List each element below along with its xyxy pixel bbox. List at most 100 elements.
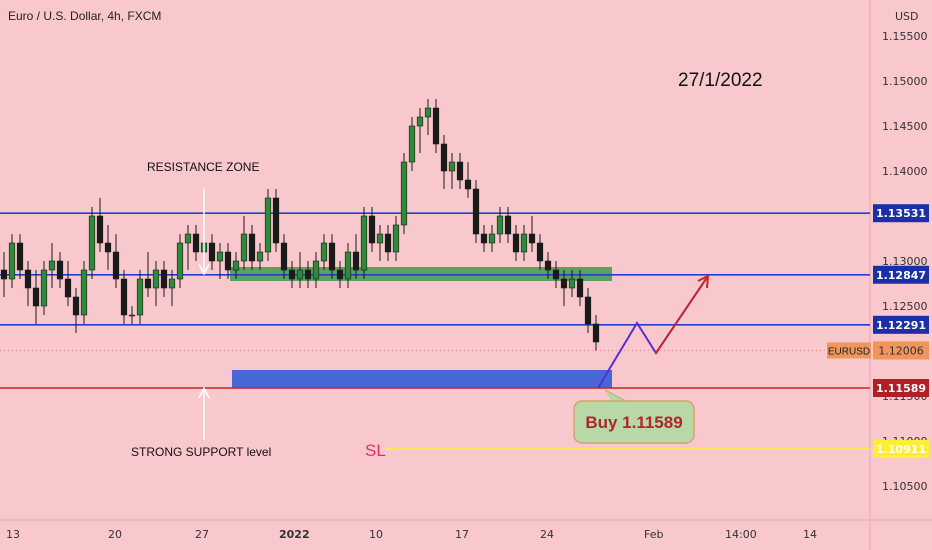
candle [112, 234, 120, 288]
candle [520, 225, 528, 261]
candle [248, 225, 256, 270]
level-badge-text: 1.13531 [876, 207, 926, 220]
candle [384, 225, 392, 261]
candle [72, 288, 80, 333]
candle [64, 261, 72, 306]
candle [584, 288, 592, 333]
x-tick-label: 2022 [279, 528, 310, 541]
candle [128, 306, 136, 324]
arrow-head-icon [697, 274, 710, 289]
x-tick-label: Feb [644, 528, 663, 541]
candle [568, 270, 576, 297]
x-tick-label: 13 [6, 528, 20, 541]
candle [136, 270, 144, 324]
buy-callout[interactable] [573, 400, 695, 444]
y-tick-label: 1.14000 [882, 165, 928, 178]
candle [392, 216, 400, 261]
candle [528, 216, 536, 252]
symbol-badge [827, 342, 871, 359]
candle [120, 270, 128, 324]
candle [104, 225, 112, 270]
candle [56, 252, 64, 288]
currency-label: USD [895, 10, 919, 23]
candle [344, 243, 352, 288]
y-tick-label: 1.15500 [882, 30, 928, 43]
candle [552, 261, 560, 288]
candle [480, 225, 488, 252]
candle [16, 234, 24, 279]
candle [560, 270, 568, 306]
resistance-zone-label: RESISTANCE ZONE [147, 160, 259, 174]
candle [424, 99, 432, 135]
support-level-label: STRONG SUPPORT level [131, 445, 271, 459]
candle [256, 243, 264, 270]
candle [328, 234, 336, 279]
candle [48, 243, 56, 288]
candle [512, 225, 520, 261]
x-tick-label: 27 [195, 528, 209, 541]
candle [0, 252, 8, 297]
candle [592, 315, 600, 351]
candle [304, 261, 312, 288]
current-price-badge [873, 341, 929, 360]
x-tick-label: 17 [455, 528, 469, 541]
candle [88, 207, 96, 279]
candle [176, 234, 184, 288]
x-tick-label: 14:00 [725, 528, 757, 541]
candle [536, 234, 544, 270]
support-zone-box[interactable] [232, 370, 612, 388]
y-tick-label: 1.14500 [882, 120, 928, 133]
symbol-badge-text: EURUSD [828, 346, 870, 357]
level-badge-strong-support [873, 378, 929, 397]
candle [144, 252, 152, 297]
candle [24, 261, 32, 306]
x-axis-ticks: 13 20 27 2022 10 17 24 Feb 14:00 14 [6, 528, 817, 541]
date-annotation: 27/1/2022 [678, 70, 763, 91]
y-tick-label: 1.10500 [882, 480, 928, 493]
candle [152, 261, 160, 306]
candle [288, 261, 296, 288]
buy-callout-text: Buy 1.11589 [585, 413, 682, 432]
candle [440, 135, 448, 189]
chart-title: Euro / U.S. Dollar, 4h, FXCM [8, 9, 161, 23]
candle [400, 153, 408, 234]
candle [368, 207, 376, 252]
candle [216, 243, 224, 279]
candle [264, 189, 272, 261]
candle [544, 252, 552, 279]
candle [240, 216, 248, 270]
candle [96, 198, 104, 252]
plot-area[interactable] [0, 0, 870, 520]
candle [504, 207, 512, 243]
candle [280, 234, 288, 279]
candle [232, 252, 240, 279]
level-badge-support-mid [873, 315, 929, 334]
y-tick-label: 1.15000 [882, 75, 928, 88]
candle [488, 225, 496, 252]
x-tick-label: 10 [369, 528, 383, 541]
candle [408, 117, 416, 171]
candle [416, 108, 424, 153]
candle [80, 261, 88, 324]
level-badge-text: 1.10911 [876, 443, 926, 456]
horizontal-levels [0, 212, 870, 450]
stop-loss-label: SL [365, 441, 386, 460]
candle [296, 252, 304, 288]
y-tick-label: 1.13000 [882, 255, 928, 268]
candle [352, 234, 360, 279]
candle [576, 270, 584, 306]
x-tick-label: 24 [540, 528, 554, 541]
current-price-badge-text: 1.12006 [878, 344, 924, 357]
candle [160, 261, 168, 297]
projection-up-leg [655, 275, 709, 354]
candle [192, 225, 200, 261]
level-badge-resistance-upper [873, 204, 929, 223]
level-badge-text: 1.12291 [876, 319, 926, 332]
candlestick-series [0, 99, 600, 351]
candle [184, 225, 192, 270]
level-badge-text: 1.12847 [876, 269, 926, 282]
level-badge-text: 1.11589 [876, 382, 926, 395]
candle [320, 234, 328, 270]
candle [464, 162, 472, 198]
